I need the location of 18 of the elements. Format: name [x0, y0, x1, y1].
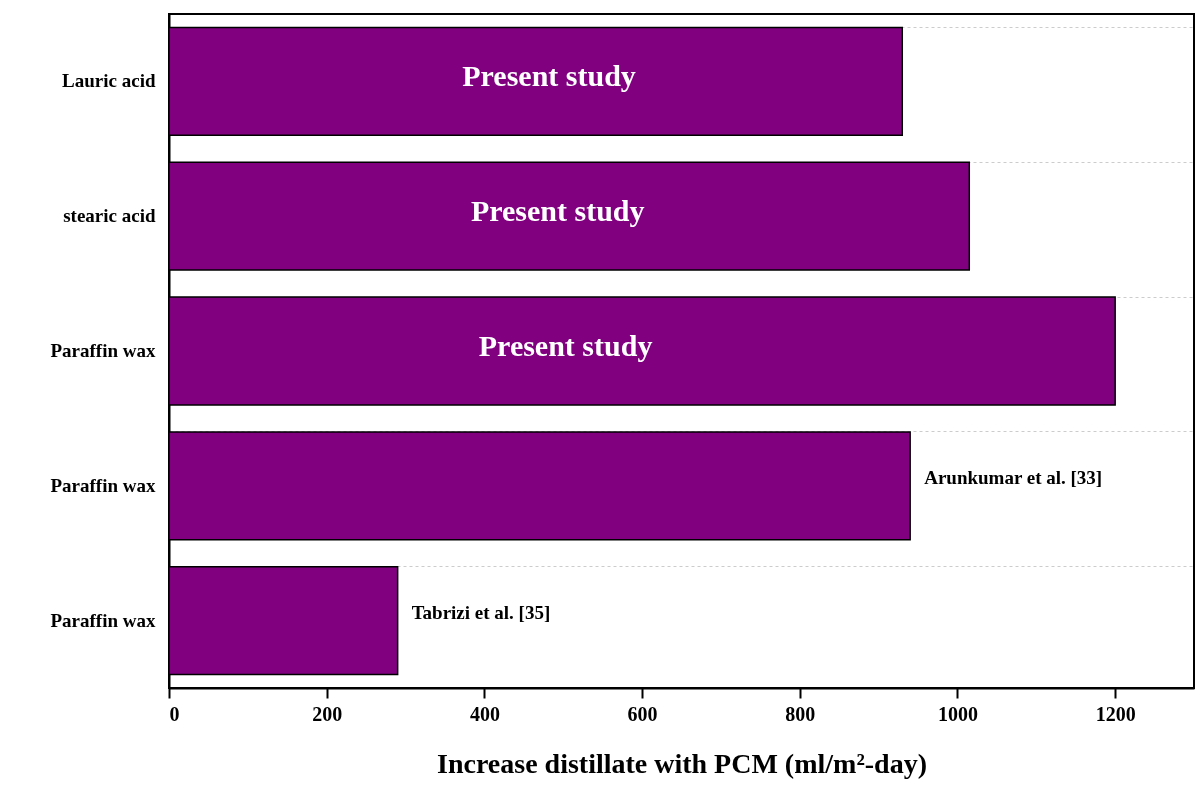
annotation: Present study — [470, 194, 645, 228]
x-tick-label: 200 — [312, 702, 343, 725]
x-tick-label: 800 — [785, 702, 816, 725]
y-tick-label: stearic acid — [63, 205, 156, 227]
x-tick-label: 1200 — [1095, 702, 1136, 725]
annotation: Tabrizi et al. [35] — [411, 601, 551, 623]
annotation: Arunkumar et al. [33] — [924, 466, 1103, 488]
y-tick-label: Lauric acid — [62, 70, 156, 92]
x-tick-label: 0 — [169, 702, 180, 725]
x-tick-label: 600 — [627, 702, 658, 725]
y-tick-label: Paraffin wax — [50, 609, 156, 631]
y-tick-label: Paraffin wax — [50, 340, 156, 361]
annotation: Present study — [478, 329, 653, 362]
y-tick-label: Paraffin wax — [50, 474, 156, 496]
x-tick-label: 400 — [469, 702, 500, 725]
x-tick-label: 1000 — [937, 702, 978, 725]
annotation: Present study — [462, 59, 636, 93]
x-axis-title: Increase distillate with PCM (ml/m²-day) — [436, 747, 928, 779]
